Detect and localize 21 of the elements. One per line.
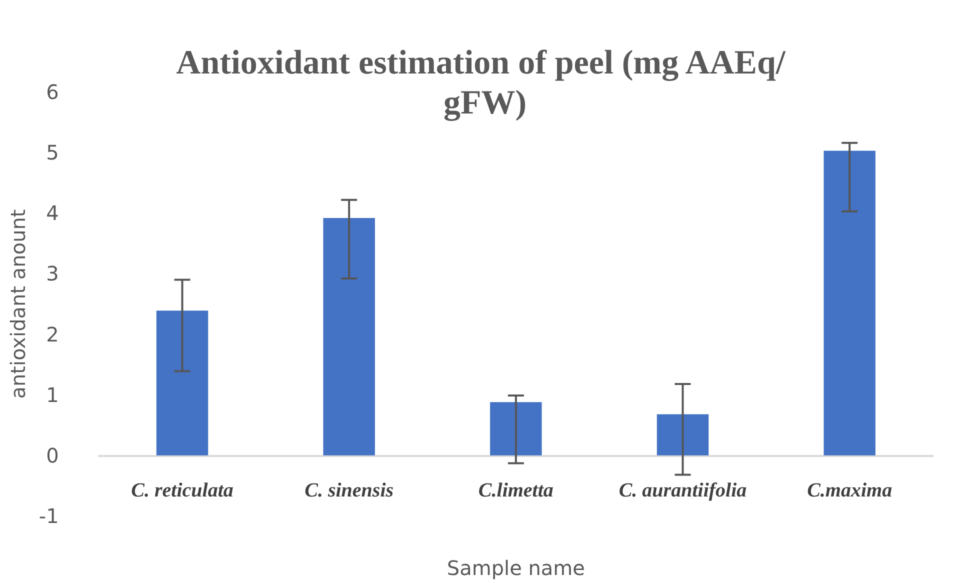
chart-title: Antioxidant estimation of peel (mg AAEq/ gFW): [176, 44, 794, 122]
x-tick-label: C.maxima: [807, 479, 892, 502]
y-tick-label: 4: [46, 201, 59, 226]
y-tick-label: -1: [38, 504, 59, 528]
x-tick-label: C. sinensis: [304, 479, 394, 502]
bar: [656, 414, 709, 456]
y-tick-label: 0: [46, 443, 59, 468]
y-tick-label: 1: [46, 382, 59, 407]
bar: [824, 150, 876, 456]
y-axis-title: antioxidant anount: [6, 209, 30, 399]
y-tick-label: 5: [46, 140, 59, 165]
y-tick-label: 3: [46, 262, 59, 286]
y-tick-label: 2: [46, 322, 59, 346]
bar: [490, 402, 542, 456]
bar: [323, 218, 375, 456]
x-tick-label: C.limetta: [478, 479, 554, 502]
y-tick-label: 6: [46, 80, 59, 104]
x-axis-title: Sample name: [446, 556, 585, 580]
x-tick-label: C. reticulata: [131, 479, 234, 502]
bar: [156, 310, 208, 456]
x-tick-label: C. aurantiifolia: [618, 479, 747, 502]
